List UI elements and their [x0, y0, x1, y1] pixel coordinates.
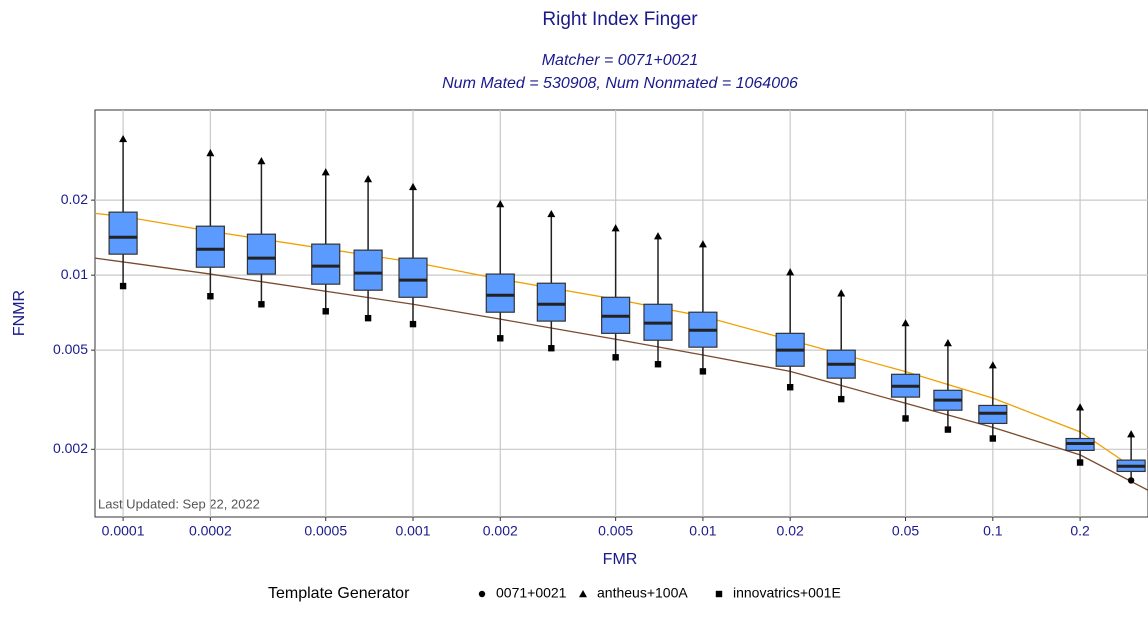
point — [1127, 477, 1135, 484]
point — [611, 224, 620, 232]
box — [485, 273, 515, 313]
point — [322, 308, 329, 315]
point — [654, 361, 662, 368]
x-tick-label: 0.001 — [395, 523, 430, 539]
point — [715, 590, 723, 598]
point — [206, 149, 215, 157]
legend-title: Template Generator — [268, 585, 410, 602]
subtitle: Matcher = 0071+0021 — [542, 52, 699, 69]
point — [838, 395, 845, 403]
point — [496, 199, 505, 208]
point — [409, 320, 417, 328]
point — [699, 368, 707, 375]
box — [398, 257, 428, 298]
x-tick-label: 0.01 — [689, 523, 716, 539]
x-tick-label: 0.0001 — [102, 523, 145, 539]
point — [1076, 403, 1085, 411]
legend: Template Generator 0071+0021 antheus+100A… — [268, 585, 841, 603]
point — [902, 415, 909, 422]
point — [119, 282, 127, 290]
x-axis-label: FMR — [603, 551, 638, 568]
x-tick-label: 0.005 — [598, 523, 633, 539]
box — [536, 282, 566, 322]
point — [364, 175, 373, 183]
point — [257, 157, 266, 165]
point — [901, 319, 910, 327]
point — [409, 182, 418, 191]
x-tick-label: 0.0005 — [304, 523, 347, 539]
point — [943, 339, 952, 347]
x-tick-label: 0.002 — [483, 523, 518, 539]
point — [989, 435, 997, 442]
chart-title: Right Index Finger — [542, 9, 698, 30]
plot — [95, 134, 1148, 491]
box — [353, 249, 383, 291]
point — [207, 293, 214, 300]
point — [579, 590, 587, 598]
subtitle: Num Mated = 530908, Num Nonmated = 10640… — [442, 75, 798, 92]
box — [246, 233, 277, 275]
x-tick-label: 0.1 — [983, 523, 1003, 539]
x-tick-label: 0.05 — [892, 523, 919, 539]
annotation: Last Updated: Sep 22, 2022 — [98, 496, 260, 511]
box — [108, 211, 138, 255]
point — [547, 209, 556, 218]
legend-label: innovatrics+001E — [733, 585, 841, 601]
curve — [95, 257, 1148, 491]
point — [944, 426, 952, 433]
point — [119, 134, 128, 143]
point — [988, 361, 997, 369]
point — [698, 240, 707, 248]
point — [548, 345, 555, 352]
x-tick-label: 0.0002 — [189, 523, 232, 539]
y-axis-label: FNMR — [11, 290, 28, 336]
point — [786, 384, 794, 391]
point — [1076, 459, 1084, 466]
point — [786, 268, 795, 276]
y-tick-label: 0.005 — [53, 341, 88, 357]
point — [321, 168, 330, 176]
point — [478, 590, 486, 598]
point — [364, 314, 372, 322]
point — [654, 232, 663, 240]
point — [258, 301, 265, 308]
point — [612, 354, 619, 361]
box — [311, 243, 341, 285]
y-tick-label: 0.002 — [53, 440, 88, 456]
box — [195, 225, 225, 268]
y-tick-label: 0.02 — [61, 191, 88, 207]
point — [837, 289, 846, 297]
point — [497, 335, 504, 342]
x-tick-label: 0.02 — [777, 523, 804, 539]
x-tick-label: 0.2 — [1070, 523, 1090, 539]
legend-label: 0071+0021 — [496, 585, 567, 601]
legend-label: antheus+100A — [597, 585, 688, 601]
point — [1127, 430, 1136, 438]
y-tick-label: 0.01 — [61, 266, 88, 282]
